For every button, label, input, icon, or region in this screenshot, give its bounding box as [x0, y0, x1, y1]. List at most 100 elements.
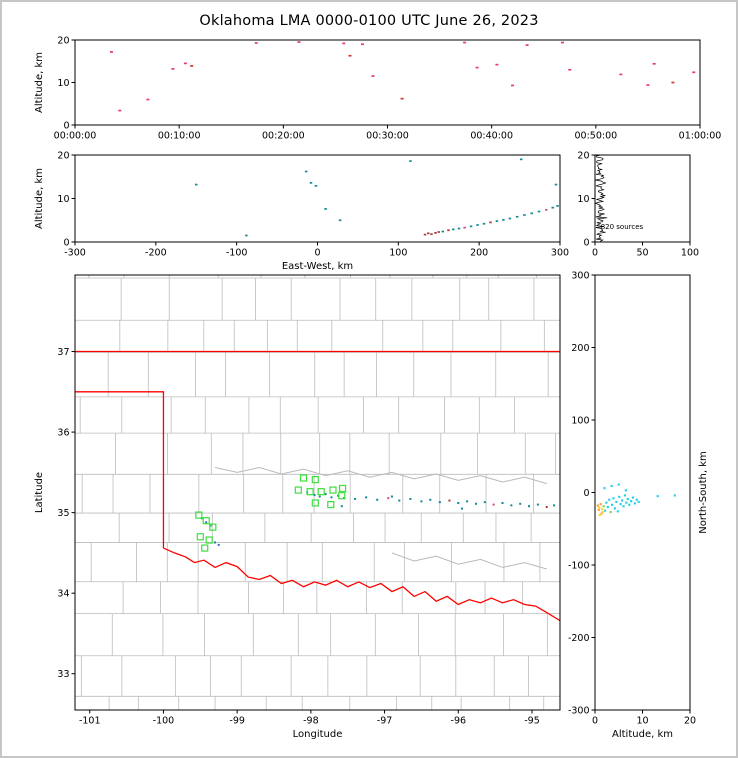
- ns-altitude-plot-area: [596, 483, 676, 517]
- map-source-points: [200, 491, 556, 546]
- source-histogram-plot-area: [595, 155, 608, 242]
- lma-station-marker: [196, 533, 204, 541]
- lma-station-marker: [306, 488, 314, 496]
- ns-altitude-y-tick-label: -100: [568, 560, 590, 571]
- ew-altitude-x-tick-label: 0: [314, 248, 320, 259]
- time-altitude-y-tick-label: 0: [63, 120, 69, 131]
- ew-altitude-x-tick-label: 200: [470, 248, 488, 259]
- map-x-tick-label: -98: [303, 716, 319, 727]
- ns-altitude-y-tick-label: -200: [568, 633, 590, 644]
- time-altitude-axes: 00:00:00 00:10:00 00:20:00 00:30:00 00:40:00…: [34, 35, 721, 141]
- source-histogram-x-tick-label: 50: [636, 248, 648, 259]
- ew-altitude-x-tick-label: -200: [145, 248, 167, 259]
- ns-altitude-x-axis-label: Altitude, km: [612, 729, 673, 740]
- ew-altitude-frame: [74, 154, 561, 243]
- map-axes: -101 -100 -99 -98 -97 -96 -95 33 34 35 36 37 Longitu…: [34, 347, 540, 740]
- lma-station-marker: [209, 523, 217, 531]
- ns-altitude-x-tick-label: 10: [636, 716, 648, 727]
- ns-altitude-axes: 0 10 20 -300 -200 -100 0 100 200 300 Altitude, km N…: [568, 270, 709, 740]
- ns-altitude-y-tick-label: 300: [571, 270, 589, 281]
- panel-time-altitude: 00:00:00 00:10:00 00:20:00 00:30:00 00:40:00…: [34, 35, 721, 141]
- time-altitude-x-tick-label: 00:20:00: [262, 131, 305, 142]
- lma-station-marker: [299, 474, 308, 482]
- county-boundaries: [75, 275, 560, 710]
- source-histogram-y-tick-label: 20: [577, 150, 589, 161]
- ns-altitude-source-points: [596, 483, 676, 517]
- map-frame: [74, 274, 561, 711]
- figure-title: Oklahoma LMA 0000-0100 UTC June 26, 2023: [199, 13, 539, 29]
- source-histogram-x-tick-label: 100: [681, 248, 699, 259]
- map-x-axis-label: Longitude: [293, 729, 343, 740]
- map-x-tick-label: -95: [524, 716, 540, 727]
- map-x-tick-label: -101: [79, 716, 101, 727]
- lma-station-marker: [317, 488, 325, 496]
- ew-altitude-y-axis-label: Altitude, km: [34, 168, 45, 229]
- time-altitude-x-tick-label: 00:30:00: [366, 131, 409, 142]
- ew-altitude-x-tick-label: 300: [551, 248, 569, 259]
- lma-station-marker: [338, 484, 347, 493]
- ew-altitude-x-tick-label: 100: [389, 248, 407, 259]
- panel-ew-altitude: -300 -200 -100 0 100 200 300 0 10 20 East-West, km…: [34, 150, 569, 272]
- map-y-axis-label: Latitude: [34, 472, 45, 513]
- map-x-tick-label: -100: [153, 716, 175, 727]
- panel-ns-altitude: 0 10 20 -300 -200 -100 0 100 200 300 Altitude, km N…: [568, 270, 709, 740]
- ew-altitude-axes: -300 -200 -100 0 100 200 300 0 10 20 East-West, km…: [34, 150, 569, 272]
- river-line: [214, 467, 547, 485]
- ns-altitude-y-tick-label: -300: [568, 705, 590, 716]
- map-x-tick-label: -99: [229, 716, 245, 727]
- ns-altitude-y-axis-label: North-South, km: [698, 451, 709, 534]
- time-altitude-x-tick-label: 00:40:00: [470, 131, 513, 142]
- source-histogram-annotation: 820 sources: [601, 223, 644, 231]
- map-y-tick-label: 37: [57, 347, 69, 358]
- map-y-tick-label: 36: [57, 427, 69, 438]
- lma-station-marker: [294, 486, 302, 494]
- panel-source-histogram: 0 50 100 0 10 20 820 sources: [577, 150, 699, 258]
- lma-station-marker: [195, 511, 203, 519]
- time-altitude-y-axis-label: Altitude, km: [34, 52, 45, 113]
- lma-station-marker: [201, 544, 209, 552]
- source-count-trace: [595, 155, 608, 242]
- state-border-line: [75, 391, 165, 549]
- lma-station-marker: [205, 536, 213, 544]
- source-histogram-y-tick-label: 10: [577, 194, 589, 205]
- time-altitude-y-tick-label: 10: [57, 78, 69, 89]
- source-histogram-y-tick-label: 0: [583, 237, 589, 248]
- ns-altitude-x-tick-label: 20: [684, 716, 696, 727]
- lma-station-marker: [311, 476, 319, 484]
- map-y-tick-label: 35: [57, 508, 69, 519]
- time-altitude-x-tick-label: 00:10:00: [158, 131, 201, 142]
- river-line: [391, 552, 547, 570]
- lma-station-marker: [327, 500, 335, 509]
- time-altitude-y-tick-label: 20: [57, 35, 69, 46]
- ns-altitude-frame: [594, 274, 691, 711]
- ew-altitude-y-tick-label: 20: [57, 150, 69, 161]
- time-altitude-x-tick-label: 00:00:00: [54, 131, 97, 142]
- map-x-tick-label: -96: [451, 716, 467, 727]
- ew-altitude-y-tick-label: 0: [63, 237, 69, 248]
- ns-altitude-x-tick-label: 0: [592, 716, 598, 727]
- time-altitude-source-points: [109, 41, 696, 112]
- lma-station-marker: [329, 486, 337, 494]
- panel-map: -101 -100 -99 -98 -97 -96 -95 33 34 35 36 37 Longitu…: [34, 274, 561, 740]
- ew-altitude-x-tick-label: -300: [64, 248, 86, 259]
- map-y-tick-label: 33: [57, 669, 69, 680]
- ew-altitude-plot-area: [195, 158, 559, 237]
- time-altitude-frame: [74, 39, 701, 126]
- ew-altitude-y-tick-label: 10: [57, 194, 69, 205]
- ns-altitude-y-tick-label: 200: [571, 343, 589, 354]
- map-y-tick-label: 34: [57, 588, 69, 599]
- state-border-line: [163, 547, 560, 622]
- time-altitude-plot-area: [109, 41, 696, 112]
- map-plot-area: [75, 275, 560, 710]
- lma-station-marker: [311, 499, 319, 507]
- time-altitude-x-tick-label: 00:50:00: [574, 131, 617, 142]
- source-histogram-x-tick-label: 0: [592, 248, 598, 259]
- ew-altitude-x-axis-label: East-West, km: [282, 261, 353, 272]
- time-altitude-x-tick-label: 01:00:00: [679, 131, 722, 142]
- ew-altitude-x-tick-label: -100: [226, 248, 248, 259]
- ns-altitude-y-tick-label: 0: [583, 488, 589, 499]
- lma-station-marker: [338, 492, 346, 500]
- map-x-tick-label: -97: [377, 716, 393, 727]
